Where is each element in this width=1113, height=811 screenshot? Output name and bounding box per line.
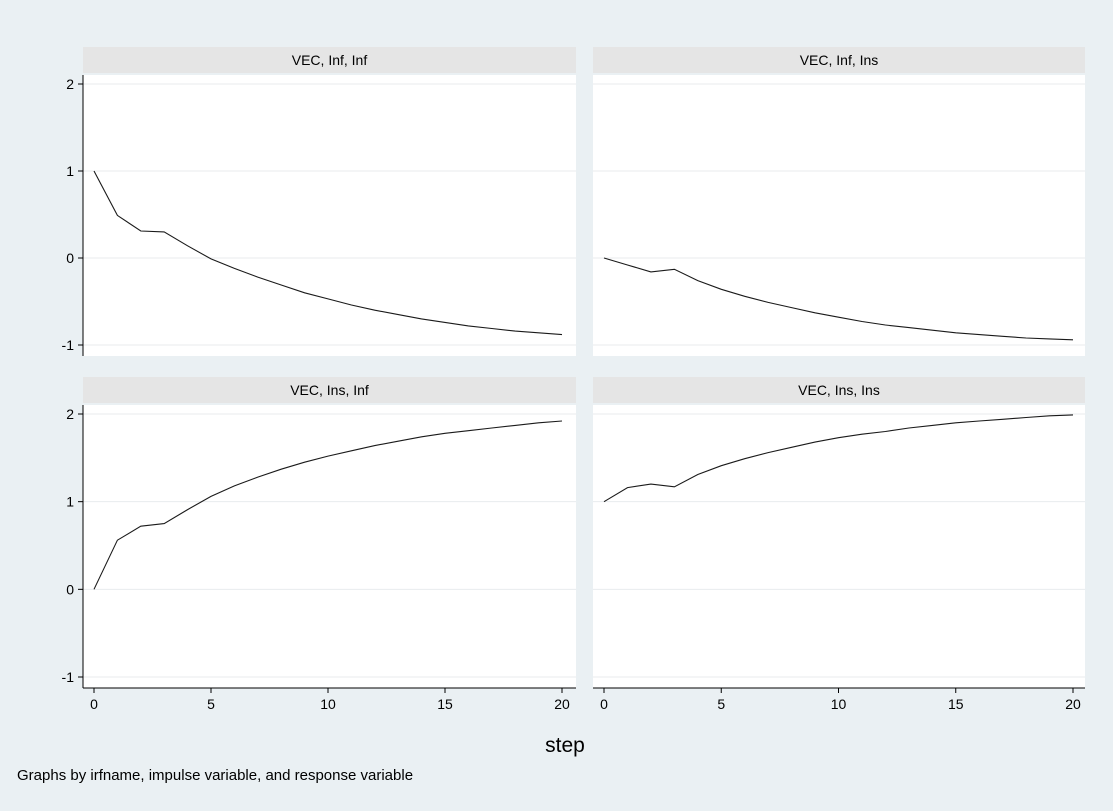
x-tick-label: 20: [1065, 696, 1081, 712]
panel-title: VEC, Ins, Ins: [798, 382, 880, 398]
x-tick-label: 10: [320, 696, 336, 712]
panel-2: VEC, Inf, Ins: [593, 47, 1085, 356]
x-tick-label: 10: [831, 696, 847, 712]
graph-note: Graphs by irfname, impulse variable, and…: [17, 767, 413, 784]
panel-title: VEC, Inf, Ins: [800, 52, 879, 68]
y-tick-label: 1: [66, 494, 74, 510]
panel-4: VEC, Ins, Ins 0 5 10 15 20: [593, 377, 1085, 712]
plot-area: [83, 405, 576, 688]
x-tick-label: 5: [717, 696, 725, 712]
panel-title: VEC, Inf, Inf: [292, 52, 368, 68]
panel-header: [83, 377, 576, 403]
y-tick-label: 0: [66, 250, 74, 266]
y-tick-label: 2: [66, 76, 74, 92]
series-line: [603, 257, 1074, 341]
panel-title: VEC, Ins, Inf: [290, 382, 369, 398]
x-tick-label: 0: [600, 696, 608, 712]
panel-header: [593, 47, 1085, 73]
series-line: [93, 420, 563, 590]
x-tick-label: 5: [207, 696, 215, 712]
panel-1: VEC, Inf, Inf -1 0 1 2: [62, 47, 576, 356]
y-tick-label: -1: [62, 669, 75, 685]
series-line: [603, 414, 1074, 503]
x-axis-title: step: [545, 734, 585, 757]
plot-area: [593, 75, 1085, 356]
y-tick-label: -1: [62, 337, 75, 353]
x-tick-label: 0: [90, 696, 98, 712]
series-line: [93, 170, 563, 336]
x-tick-label: 20: [554, 696, 570, 712]
y-tick-label: 0: [66, 581, 74, 597]
y-tick-label: 2: [66, 406, 74, 422]
plot-area: [83, 75, 576, 356]
panel-header: [593, 377, 1085, 403]
x-tick-label: 15: [437, 696, 453, 712]
plot-area: [593, 405, 1085, 688]
y-tick-label: 1: [66, 163, 74, 179]
x-tick-label: 15: [948, 696, 964, 712]
panel-header: [83, 47, 576, 73]
